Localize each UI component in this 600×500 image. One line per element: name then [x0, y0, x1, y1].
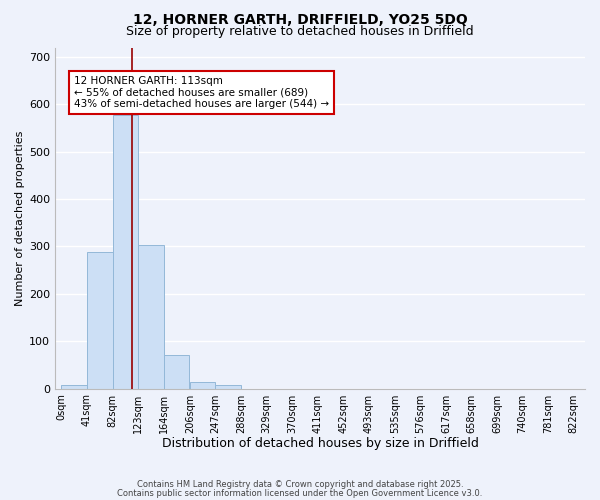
Text: 12, HORNER GARTH, DRIFFIELD, YO25 5DQ: 12, HORNER GARTH, DRIFFIELD, YO25 5DQ [133, 12, 467, 26]
Text: Size of property relative to detached houses in Driffield: Size of property relative to detached ho… [126, 25, 474, 38]
Y-axis label: Number of detached properties: Number of detached properties [15, 130, 25, 306]
Bar [190, 382, 215, 388]
Bar [87, 252, 113, 388]
Text: Contains HM Land Registry data © Crown copyright and database right 2025.: Contains HM Land Registry data © Crown c… [137, 480, 463, 489]
Bar [138, 244, 164, 388]
Bar [215, 385, 241, 388]
X-axis label: Distribution of detached houses by size in Driffield: Distribution of detached houses by size … [161, 437, 479, 450]
Bar [61, 386, 87, 388]
Text: 12 HORNER GARTH: 113sqm
← 55% of detached houses are smaller (689)
43% of semi-d: 12 HORNER GARTH: 113sqm ← 55% of detache… [74, 76, 329, 109]
Bar [113, 115, 138, 388]
Text: Contains public sector information licensed under the Open Government Licence v3: Contains public sector information licen… [118, 488, 482, 498]
Bar [164, 356, 189, 388]
